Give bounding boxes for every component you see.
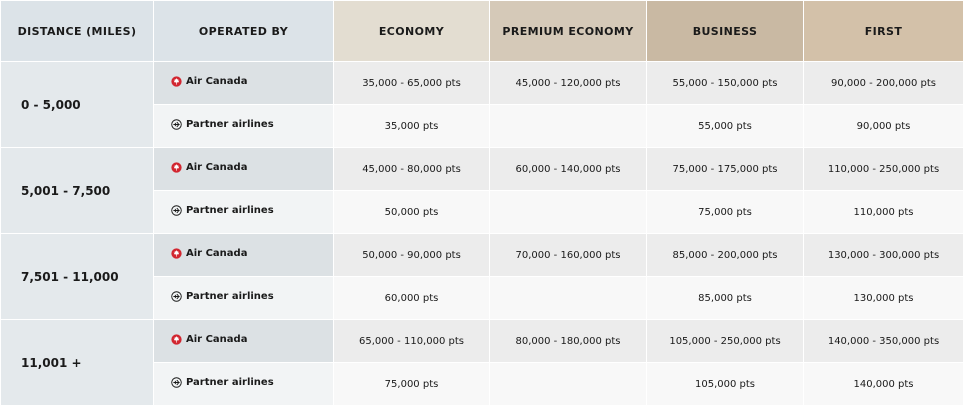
maple-leaf-icon bbox=[171, 76, 182, 87]
operator-cell: Partner airlines bbox=[153, 104, 334, 148]
points-cell-economy: 60,000 pts bbox=[333, 276, 490, 320]
points-cell-economy: 35,000 - 65,000 pts bbox=[333, 61, 490, 105]
points-cell-first: 130,000 - 300,000 pts bbox=[803, 233, 963, 277]
plane-circle-icon bbox=[171, 291, 182, 302]
points-cell-economy: 45,000 - 80,000 pts bbox=[333, 147, 490, 191]
points-cell-business: 105,000 - 250,000 pts bbox=[646, 319, 804, 363]
points-cell-business: 105,000 pts bbox=[646, 362, 804, 406]
points-cell-premium-economy bbox=[489, 190, 647, 234]
points-cell-first: 130,000 pts bbox=[803, 276, 963, 320]
table-row: 0 - 5,000 Air Canada 35,000 - 65,000 pts 45… bbox=[0, 61, 963, 148]
points-cell-first: 140,000 pts bbox=[803, 362, 963, 406]
maple-leaf-icon bbox=[171, 162, 182, 173]
points-cell-premium-economy: 45,000 - 120,000 pts bbox=[489, 61, 647, 105]
points-cell-economy: 35,000 pts bbox=[333, 104, 490, 148]
points-cell-economy: 50,000 - 90,000 pts bbox=[333, 233, 490, 277]
operator-cell: Air Canada bbox=[153, 233, 334, 277]
maple-leaf-icon bbox=[171, 334, 182, 345]
header-economy: ECONOMY bbox=[333, 0, 490, 62]
distance-band: 0 - 5,000 bbox=[0, 61, 154, 148]
header-first: FIRST bbox=[803, 0, 963, 62]
points-cell-business: 75,000 pts bbox=[646, 190, 804, 234]
operator-cell: Air Canada bbox=[153, 319, 334, 363]
header-row: DISTANCE (MILES) OPERATED BY ECONOMY PRE… bbox=[0, 0, 963, 62]
table-row: 7,501 - 11,000 Air Canada 50,000 - 90,000 … bbox=[0, 233, 963, 320]
points-cell-first: 110,000 - 250,000 pts bbox=[803, 147, 963, 191]
plane-circle-icon bbox=[171, 205, 182, 216]
plane-circle-icon bbox=[171, 377, 182, 388]
distance-band: 7,501 - 11,000 bbox=[0, 233, 154, 320]
points-cell-premium-economy bbox=[489, 104, 647, 148]
header-operated-by: OPERATED BY bbox=[153, 0, 334, 62]
header-distance: DISTANCE (MILES) bbox=[0, 0, 154, 62]
table-row: 11,001 + Air Canada 65,000 - 110,000 pts 80… bbox=[0, 319, 963, 406]
operator-cell: Air Canada bbox=[153, 61, 334, 105]
operator-label: Partner airlines bbox=[186, 119, 274, 130]
points-cell-premium-economy: 80,000 - 180,000 pts bbox=[489, 319, 647, 363]
table-row: Partner airlines 35,000 pts 55,000 pts 90,0… bbox=[1, 104, 963, 148]
points-cell-economy: 75,000 pts bbox=[333, 362, 490, 406]
table-row: Partner airlines 50,000 pts 75,000 pts 110,… bbox=[1, 190, 963, 234]
points-cell-premium-economy bbox=[489, 362, 647, 406]
points-cell-economy: 50,000 pts bbox=[333, 190, 490, 234]
header-business: BUSINESS bbox=[646, 0, 804, 62]
operator-cell: Air Canada bbox=[153, 147, 334, 191]
operator-label: Air Canada bbox=[186, 334, 248, 345]
points-cell-business: 85,000 - 200,000 pts bbox=[646, 233, 804, 277]
table-row: Partner airlines 75,000 pts 105,000 pts 140… bbox=[1, 362, 963, 406]
points-cell-economy: 65,000 - 110,000 pts bbox=[333, 319, 490, 363]
maple-leaf-icon bbox=[171, 248, 182, 259]
operator-cell: Partner airlines bbox=[153, 362, 334, 406]
points-cell-premium-economy: 60,000 - 140,000 pts bbox=[489, 147, 647, 191]
points-cell-first: 110,000 pts bbox=[803, 190, 963, 234]
table-row: Partner airlines 60,000 pts 85,000 pts 130,… bbox=[1, 276, 963, 320]
header-premium-economy: PREMIUM ECONOMY bbox=[489, 0, 647, 62]
points-cell-business: 75,000 - 175,000 pts bbox=[646, 147, 804, 191]
operator-label: Partner airlines bbox=[186, 205, 274, 216]
operator-label: Air Canada bbox=[186, 76, 248, 87]
operator-cell: Partner airlines bbox=[153, 276, 334, 320]
points-cell-premium-economy: 70,000 - 160,000 pts bbox=[489, 233, 647, 277]
distance-band: 5,001 - 7,500 bbox=[0, 147, 154, 234]
points-cell-first: 140,000 - 350,000 pts bbox=[803, 319, 963, 363]
table-row: 5,001 - 7,500 Air Canada 45,000 - 80,000 p… bbox=[0, 147, 963, 234]
operator-cell: Partner airlines bbox=[153, 190, 334, 234]
points-cell-first: 90,000 - 200,000 pts bbox=[803, 61, 963, 105]
points-cell-business: 55,000 - 150,000 pts bbox=[646, 61, 804, 105]
points-cell-premium-economy bbox=[489, 276, 647, 320]
points-cell-business: 55,000 pts bbox=[646, 104, 804, 148]
operator-label: Air Canada bbox=[186, 162, 248, 173]
operator-label: Partner airlines bbox=[186, 377, 274, 388]
operator-label: Partner airlines bbox=[186, 291, 274, 302]
points-cell-first: 90,000 pts bbox=[803, 104, 963, 148]
plane-circle-icon bbox=[171, 119, 182, 130]
points-cell-business: 85,000 pts bbox=[646, 276, 804, 320]
operator-label: Air Canada bbox=[186, 248, 248, 259]
distance-band: 11,001 + bbox=[0, 319, 154, 406]
